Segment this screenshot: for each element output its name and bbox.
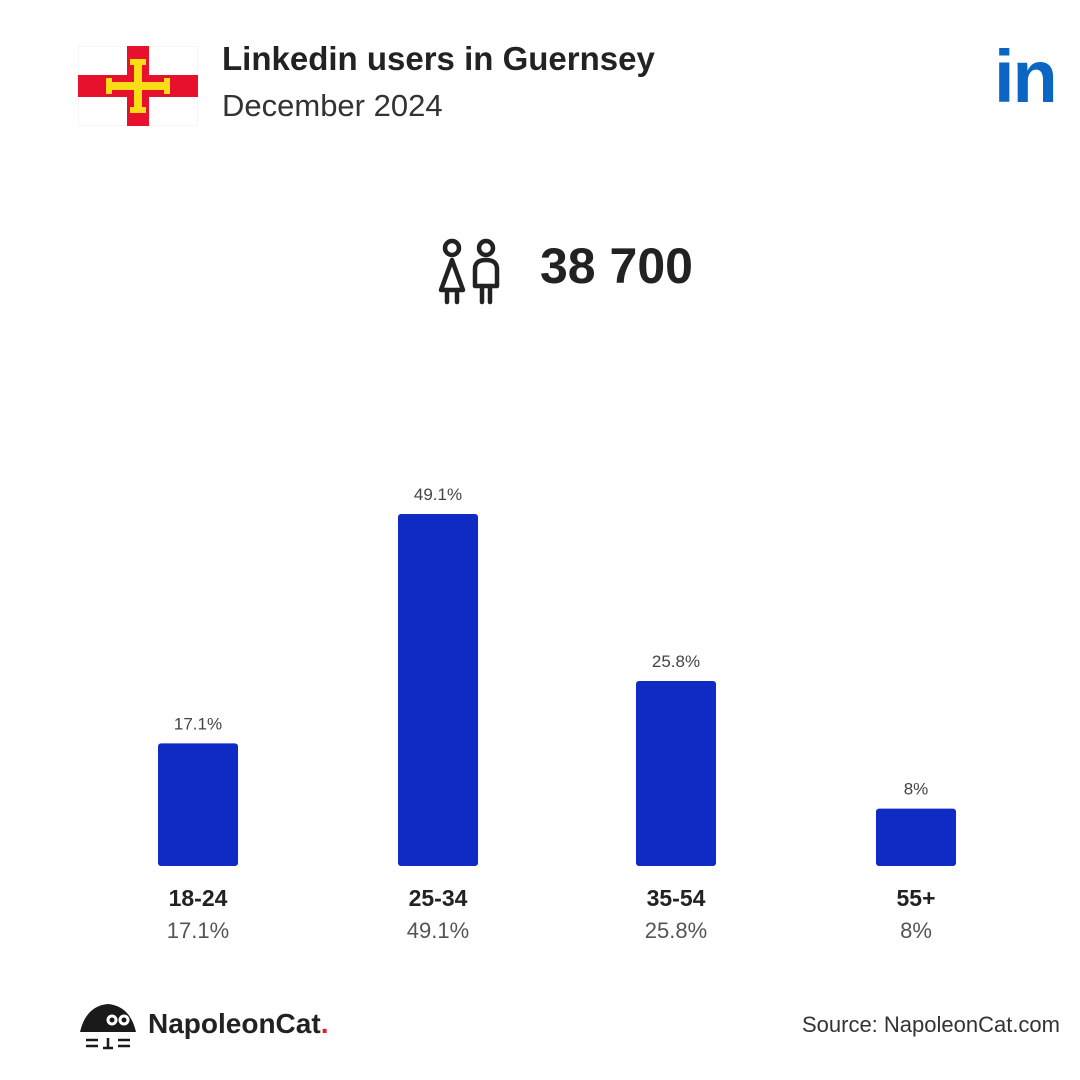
total-users-value: 38 700 <box>540 238 693 294</box>
bar-value-label: 8% <box>904 780 929 799</box>
category-label: 55+ <box>896 885 935 911</box>
napoleoncat-logo-icon <box>80 1004 136 1050</box>
linkedin-logo-icon: in <box>994 35 1058 118</box>
category-label: 25-34 <box>409 885 468 911</box>
footer-brand-text: NapoleonCat <box>148 1008 321 1039</box>
bar-25-34 <box>398 514 478 866</box>
bar-18-24 <box>158 743 238 866</box>
category-label: 35-54 <box>647 885 706 911</box>
bar-35-54 <box>636 681 716 866</box>
category-percent-label: 8% <box>900 918 932 943</box>
bar-value-label: 25.8% <box>652 652 700 671</box>
age-distribution-chart: 17.1% 18-24 17.1% 49.1% 25-34 49.1% 25.8% 35-54… <box>158 485 956 943</box>
page-title: Linkedin users in Guernsey <box>222 40 655 77</box>
bar-value-label: 17.1% <box>174 714 222 733</box>
bar-value-label: 49.1% <box>414 485 462 504</box>
bar-55+ <box>876 808 956 866</box>
category-label: 18-24 <box>169 885 228 911</box>
page-subtitle: December 2024 <box>222 88 443 123</box>
footer-brand-dot: . <box>320 1008 329 1039</box>
guernsey-flag-icon <box>78 46 198 126</box>
footer-brand-name: NapoleonCat. <box>148 1008 328 1040</box>
users-icon <box>438 238 500 305</box>
category-percent-label: 49.1% <box>407 918 469 943</box>
category-percent-label: 17.1% <box>167 918 229 943</box>
source-text: Source: NapoleonCat.com <box>801 1012 1060 1037</box>
category-percent-label: 25.8% <box>645 918 707 943</box>
